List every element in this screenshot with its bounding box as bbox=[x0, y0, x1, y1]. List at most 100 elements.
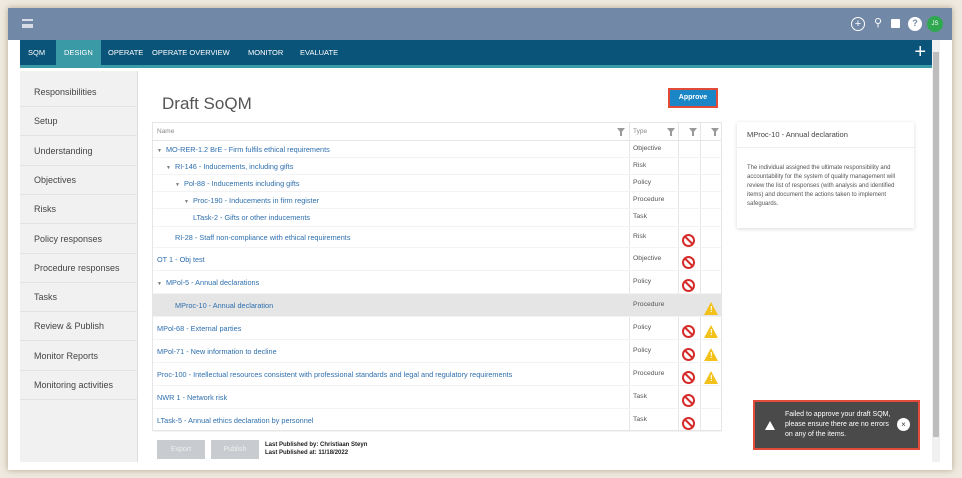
filter-icon[interactable] bbox=[711, 128, 719, 136]
item-type: Objective bbox=[633, 254, 662, 262]
sidebar-item-procedure-responses[interactable]: Procedure responses bbox=[20, 254, 138, 283]
table-row[interactable]: ▼ RI-146 - Inducements, including gifts Ri… bbox=[153, 158, 721, 175]
table-row[interactable]: OT 1 - Obj test Objective bbox=[153, 248, 721, 271]
table-row[interactable]: ▼ Proc-190 - Inducements in firm register… bbox=[153, 192, 721, 209]
table-row[interactable]: MProc-10 - Annual declaration Procedure! bbox=[153, 294, 721, 317]
scrollbar-thumb[interactable] bbox=[933, 52, 939, 437]
item-name[interactable]: ▼ RI-146 - Inducements, including gifts bbox=[166, 162, 293, 171]
item-name-text: OT 1 - Obj test bbox=[157, 254, 205, 264]
approve-button[interactable]: Approve bbox=[668, 88, 718, 108]
last-published-by: Last Published by: Christiaan Steyn bbox=[265, 442, 368, 448]
items-table: Name Type ▼ MO-RER-1.2 BrE - Firm fulfils… bbox=[152, 122, 722, 432]
item-name[interactable]: MPol-68 - External parties bbox=[157, 324, 241, 333]
filter-icon[interactable] bbox=[689, 128, 697, 136]
sidebar-item-tasks[interactable]: Tasks bbox=[20, 283, 138, 313]
item-name[interactable]: LTask-2 - Gifts or other inducements bbox=[193, 213, 310, 222]
close-icon[interactable]: × bbox=[897, 418, 910, 431]
tab-sqm[interactable]: SQM bbox=[28, 48, 46, 57]
tab-operate[interactable]: OPERATE bbox=[108, 48, 144, 57]
item-type: Procedure bbox=[633, 369, 665, 377]
table-row[interactable]: Proc-100 - Intellectual resources consis… bbox=[153, 363, 721, 386]
page-title: Draft SoQM bbox=[162, 94, 252, 113]
table-row[interactable]: MPol-71 - New information to decline Poli… bbox=[153, 340, 721, 363]
sidebar-item-understanding[interactable]: Understanding bbox=[20, 137, 138, 166]
table-row[interactable]: LTask-2 - Gifts or other inducements Task bbox=[153, 209, 721, 227]
table-row[interactable]: ▼ MO-RER-1.2 BrE - Firm fulfils ethical r… bbox=[153, 141, 721, 158]
sidebar-item-review-publish[interactable]: Review & Publish bbox=[20, 312, 138, 342]
item-name[interactable]: ▼ MO-RER-1.2 BrE - Firm fulfils ethical r… bbox=[157, 145, 330, 154]
warning-icon: ! bbox=[704, 370, 718, 384]
expand-icon[interactable]: ▼ bbox=[175, 181, 180, 188]
sidebar-item-objectives[interactable]: Objectives bbox=[20, 166, 138, 195]
item-name[interactable]: MPol-71 - New information to decline bbox=[157, 347, 277, 356]
publish-button[interactable]: Publish bbox=[211, 440, 259, 459]
item-type: Objective bbox=[633, 144, 662, 152]
top-bar: + ⚲ ? JS bbox=[8, 8, 952, 40]
sidebar-item-setup[interactable]: Setup bbox=[20, 107, 138, 137]
item-name-text: LTask-5 - Annual ethics declaration by p… bbox=[157, 415, 314, 425]
sidebar-item-policy-responses[interactable]: Policy responses bbox=[20, 225, 138, 254]
sidebar: Responsibilities Setup Understanding Object… bbox=[20, 71, 138, 462]
item-name-text: MO-RER-1.2 BrE - Firm fulfils ethical re… bbox=[165, 144, 330, 154]
header-name[interactable]: Name bbox=[157, 128, 175, 135]
sidebar-item-monitoring-activities[interactable]: Monitoring activities bbox=[20, 371, 138, 400]
item-name[interactable]: ▼ Pol-88 - Inducements including gifts bbox=[175, 179, 300, 188]
help-icon[interactable]: ? bbox=[908, 17, 922, 31]
table-row[interactable]: RI-28 - Staff non-compliance with ethica… bbox=[153, 227, 721, 248]
sidebar-item-risks[interactable]: Risks bbox=[20, 195, 138, 225]
item-name[interactable]: Proc-100 - Intellectual resources consis… bbox=[157, 370, 512, 379]
table-row[interactable]: ▼ MPol-5 - Annual declarations Policy bbox=[153, 271, 721, 294]
add-icon[interactable]: + bbox=[914, 41, 926, 63]
menu-icon[interactable] bbox=[22, 19, 33, 28]
table-row[interactable]: NWR 1 - Network risk Task bbox=[153, 386, 721, 409]
item-name-text: RI-146 - Inducements, including gifts bbox=[174, 161, 294, 171]
item-name-text: Pol-88 - Inducements including gifts bbox=[183, 178, 300, 188]
detail-body: The individual assigned the ultimate res… bbox=[747, 165, 896, 207]
filter-icon[interactable] bbox=[617, 128, 625, 136]
item-type: Policy bbox=[633, 277, 652, 285]
avatar[interactable]: JS bbox=[927, 16, 943, 32]
item-type: Risk bbox=[633, 161, 647, 169]
table-row[interactable]: ▼ Pol-88 - Inducements including gifts Pol… bbox=[153, 175, 721, 192]
warning-icon: ! bbox=[704, 347, 718, 361]
item-name-text: Proc-190 - Inducements in firm register bbox=[192, 195, 320, 205]
item-name[interactable]: ▼ Proc-190 - Inducements in firm register bbox=[184, 196, 319, 205]
chat-icon[interactable] bbox=[891, 19, 900, 28]
item-name[interactable]: RI-28 - Staff non-compliance with ethica… bbox=[175, 233, 350, 242]
warning-icon: ! bbox=[704, 301, 718, 315]
tab-operate-overview[interactable]: OPERATE OVERVIEW bbox=[152, 48, 230, 57]
tab-design[interactable]: DESIGN bbox=[56, 40, 101, 65]
sidebar-item-monitor-reports[interactable]: Monitor Reports bbox=[20, 342, 138, 371]
export-button[interactable]: Export bbox=[157, 440, 205, 459]
item-type: Policy bbox=[633, 323, 652, 331]
item-type: Task bbox=[633, 415, 647, 423]
item-type: Policy bbox=[633, 346, 652, 354]
expand-icon[interactable]: ▼ bbox=[166, 164, 171, 171]
search-icon[interactable]: ⚲ bbox=[873, 17, 883, 29]
error-icon bbox=[682, 416, 695, 430]
table-row[interactable]: MPol-68 - External parties Policy! bbox=[153, 317, 721, 340]
tab-evaluate[interactable]: EVALUATE bbox=[300, 48, 339, 57]
filter-icon[interactable] bbox=[667, 128, 675, 136]
error-icon bbox=[682, 370, 695, 384]
table-row[interactable]: LTask-5 - Annual ethics declaration by p… bbox=[153, 409, 721, 432]
sidebar-item-responsibilities[interactable]: Responsibilities bbox=[20, 78, 138, 107]
item-name[interactable]: MProc-10 - Annual declaration bbox=[175, 301, 273, 310]
item-name[interactable]: NWR 1 - Network risk bbox=[157, 393, 227, 402]
error-icon bbox=[682, 278, 695, 292]
item-name[interactable]: ▼ MPol-5 - Annual declarations bbox=[157, 278, 259, 287]
item-name-text: MPol-68 - External parties bbox=[157, 323, 242, 333]
column-divider bbox=[629, 123, 630, 430]
plus-circle-icon[interactable]: + bbox=[851, 17, 865, 31]
error-toast: Failed to approve your draft SQM, please… bbox=[753, 400, 920, 450]
header-type[interactable]: Type bbox=[633, 128, 648, 135]
error-icon bbox=[682, 324, 695, 338]
item-name[interactable]: LTask-5 - Annual ethics declaration by p… bbox=[157, 416, 313, 425]
tab-monitor[interactable]: MONITOR bbox=[248, 48, 284, 57]
scrollbar[interactable] bbox=[932, 40, 940, 462]
item-name[interactable]: OT 1 - Obj test bbox=[157, 255, 205, 264]
column-divider bbox=[700, 123, 701, 430]
expand-icon[interactable]: ▼ bbox=[157, 147, 162, 154]
expand-icon[interactable]: ▼ bbox=[184, 198, 189, 205]
expand-icon[interactable]: ▼ bbox=[157, 280, 162, 287]
